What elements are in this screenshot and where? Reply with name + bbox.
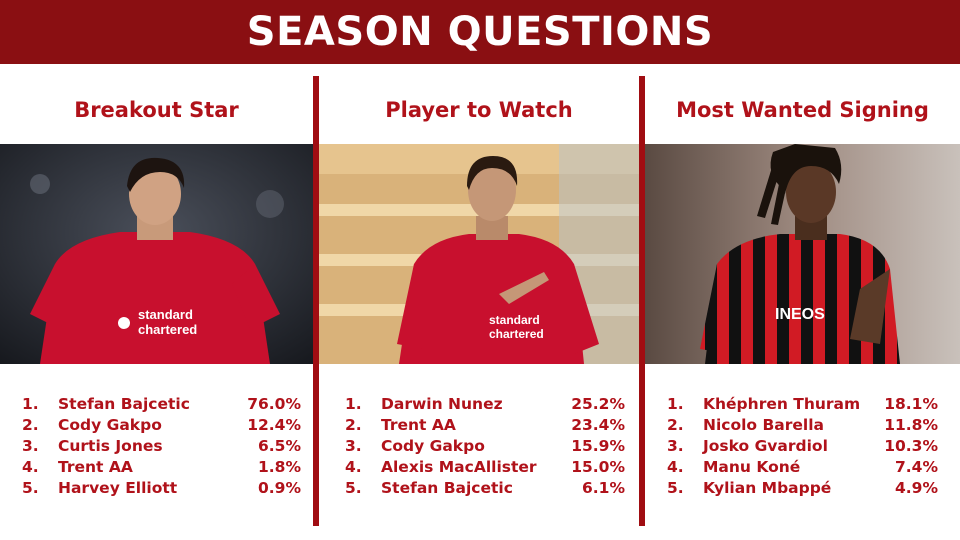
column-title: Breakout Star	[74, 98, 239, 122]
results-list: 1. Stefan Bajcetic 76.0% 2. Cody Gakpo 12.4%…	[0, 395, 313, 500]
column-breakout-star: Breakout Star standard chartered	[0, 64, 313, 540]
column-player-to-watch: Player to Watch standard chartered 1. Dar…	[319, 64, 639, 540]
column-title: Player to Watch	[385, 98, 573, 122]
list-item: 1. Khéphren Thuram 18.1%	[667, 395, 938, 413]
list-item: 1. Darwin Nunez 25.2%	[345, 395, 625, 413]
list-item: 3. Cody Gakpo 15.9%	[345, 437, 625, 455]
list-item: 4. Trent AA 1.8%	[22, 458, 301, 476]
svg-text:INEOS: INEOS	[775, 306, 825, 323]
list-item: 1. Stefan Bajcetic 76.0%	[22, 395, 301, 413]
svg-text:standard: standard	[138, 307, 193, 322]
page-title: SEASON QUESTIONS	[246, 9, 714, 55]
list-item: 5. Stefan Bajcetic 6.1%	[345, 479, 625, 497]
column-divider	[639, 76, 645, 526]
header-banner: SEASON QUESTIONS	[0, 0, 960, 64]
list-item: 2. Trent AA 23.4%	[345, 416, 625, 434]
player-photo: standard chartered	[0, 144, 313, 364]
list-item: 3. Curtis Jones 6.5%	[22, 437, 301, 455]
column-most-wanted-signing: Most Wanted Signing	[645, 64, 960, 540]
player-photo: standard chartered	[319, 144, 639, 364]
list-item: 2. Cody Gakpo 12.4%	[22, 416, 301, 434]
list-item: 3. Josko Gvardiol 10.3%	[667, 437, 938, 455]
list-item: 4. Manu Koné 7.4%	[667, 458, 938, 476]
list-item: 5. Kylian Mbappé 4.9%	[667, 479, 938, 497]
column-title: Most Wanted Signing	[676, 98, 929, 122]
svg-text:chartered: chartered	[138, 322, 197, 337]
results-list: 1. Darwin Nunez 25.2% 2. Trent AA 23.4% 3. Co…	[319, 395, 639, 500]
list-item: 2. Nicolo Barella 11.8%	[667, 416, 938, 434]
list-item: 4. Alexis MacAllister 15.0%	[345, 458, 625, 476]
column-divider	[313, 76, 319, 526]
results-list: 1. Khéphren Thuram 18.1% 2. Nicolo Barella 1…	[645, 395, 960, 500]
svg-text:chartered: chartered	[489, 327, 544, 341]
player-photo: INEOS	[645, 144, 960, 364]
list-item: 5. Harvey Elliott 0.9%	[22, 479, 301, 497]
svg-text:standard: standard	[489, 313, 540, 327]
